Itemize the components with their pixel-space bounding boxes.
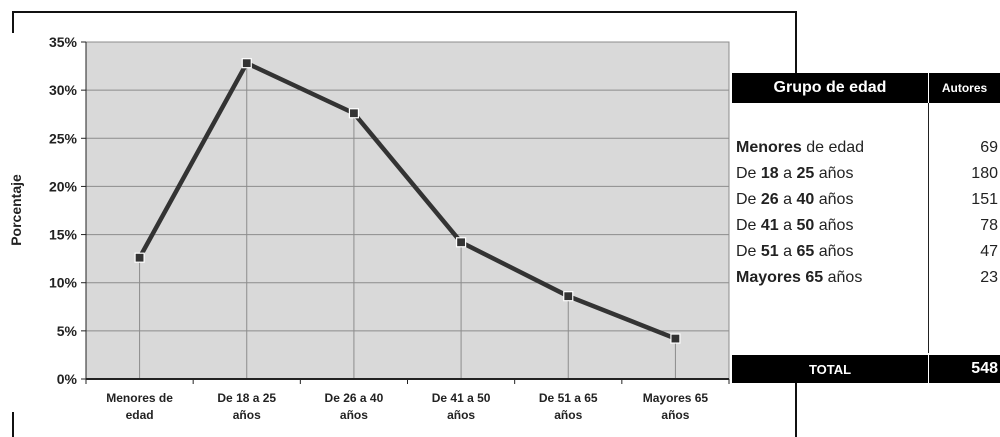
label-text: De <box>736 217 761 234</box>
x-tick-label: edad <box>126 408 154 422</box>
gridlines <box>86 89 729 332</box>
data-point-marker <box>670 333 681 344</box>
data-point-marker <box>134 252 145 263</box>
y-tick-label: 35% <box>49 34 78 50</box>
x-tick-label: Menores de <box>106 391 173 405</box>
table-header-authors: Autores <box>929 73 1000 103</box>
y-tick-label: 15% <box>49 227 78 243</box>
label-emphasis: 25 <box>796 165 815 182</box>
label-emphasis: 50 <box>796 217 815 234</box>
age-group-label: De 51 a 65 años <box>736 243 938 261</box>
data-point-marker <box>241 58 252 69</box>
label-emphasis: Menores <box>736 139 802 156</box>
plot-area <box>85 41 730 380</box>
x-tick-label: De 51 a 65 <box>539 391 598 405</box>
y-tick-label: 25% <box>49 130 78 146</box>
age-group-label: Menores de edad <box>736 139 938 157</box>
x-tick-label: De 26 a 40 <box>325 391 384 405</box>
y-tick-label: 10% <box>49 275 78 291</box>
total-value-text: 548 <box>971 360 998 377</box>
label-text: De <box>736 191 761 208</box>
series-line <box>134 58 681 344</box>
label-emphasis: 41 <box>760 217 779 234</box>
x-tick-label: años <box>340 408 368 422</box>
label-text: a <box>778 191 797 208</box>
drop-lines <box>139 63 676 379</box>
label-text: a <box>778 217 797 234</box>
y-tick-label: 30% <box>49 82 78 98</box>
y-axis-label: Porcentaje <box>8 174 24 246</box>
label-emphasis: 40 <box>796 191 815 208</box>
label-emphasis: 26 <box>760 191 779 208</box>
x-axis-ticks: Menores de edad De 18 a 25 años De 26 a 40 añ… <box>85 379 730 422</box>
table-row: De 41 a 50 años 78 <box>736 213 1000 239</box>
label-text: de edad <box>801 139 865 156</box>
total-value: 548 <box>929 355 1000 383</box>
label-text: años <box>814 217 854 234</box>
age-group-table: Grupo de edad Autores Menores de edad 69 D… <box>732 73 1000 383</box>
x-tick-label: Mayores 65 <box>643 391 709 405</box>
authors-count: 47 <box>980 243 998 260</box>
x-tick-label: De 41 a 50 <box>432 391 491 405</box>
chart-frame-left-top <box>12 11 14 33</box>
line-chart: 0% 5% 10% 15% 20% 25% 30% 35% Menores de edad De … <box>8 34 730 422</box>
table-header-group: Grupo de edad <box>732 73 928 103</box>
authors-count: 78 <box>980 217 998 234</box>
y-tick-label: 20% <box>49 178 78 194</box>
x-tick-label: años <box>554 408 582 422</box>
table-row: De 26 a 40 años 151 <box>736 187 1000 213</box>
label-text: años <box>823 269 863 286</box>
x-tick-label: años <box>661 408 689 422</box>
label-text: a <box>778 165 797 182</box>
authors-count: 23 <box>980 269 998 286</box>
y-tick-label: 0% <box>57 371 78 387</box>
data-point-marker <box>563 291 574 302</box>
chart-frame-right-lower <box>795 383 797 437</box>
table-row: Menores de edad 69 <box>736 135 1000 161</box>
age-group-label: De 18 a 25 años <box>736 165 938 183</box>
data-point-marker <box>455 237 467 248</box>
chart-frame-top <box>12 11 796 13</box>
age-group-label: De 26 a 40 años <box>736 191 938 209</box>
authors-count: 180 <box>971 165 998 182</box>
label-emphasis: 51 <box>760 243 779 260</box>
label-text: años <box>814 243 854 260</box>
label-text: años <box>814 165 854 182</box>
x-tick-label: años <box>447 408 475 422</box>
label-text: De <box>736 165 761 182</box>
total-label: TOTAL <box>732 355 928 383</box>
age-group-label: De 41 a 50 años <box>736 217 938 235</box>
label-text: años <box>814 191 854 208</box>
authors-count: 69 <box>980 139 998 156</box>
chart-frame-left-bottom <box>12 412 14 437</box>
y-tick-label: 5% <box>57 323 78 339</box>
table-row: De 18 a 25 años 180 <box>736 161 1000 187</box>
table-row: Mayores 65 años 23 <box>736 265 1000 291</box>
column-divider <box>928 103 929 353</box>
series-path <box>137 60 677 341</box>
label-text: De <box>736 243 761 260</box>
age-group-label: Mayores 65 años <box>736 269 938 287</box>
authors-count: 151 <box>971 191 998 208</box>
data-point-marker <box>348 108 360 119</box>
label-emphasis: 65 <box>796 243 815 260</box>
x-tick-label: años <box>233 408 261 422</box>
label-emphasis: Mayores 65 <box>736 269 824 286</box>
x-tick-label: De 18 a 25 <box>217 391 276 405</box>
label-emphasis: 18 <box>760 165 779 182</box>
label-text: a <box>778 243 797 260</box>
chart-frame-right <box>795 11 797 83</box>
table-row: De 51 a 65 años 47 <box>736 239 1000 265</box>
